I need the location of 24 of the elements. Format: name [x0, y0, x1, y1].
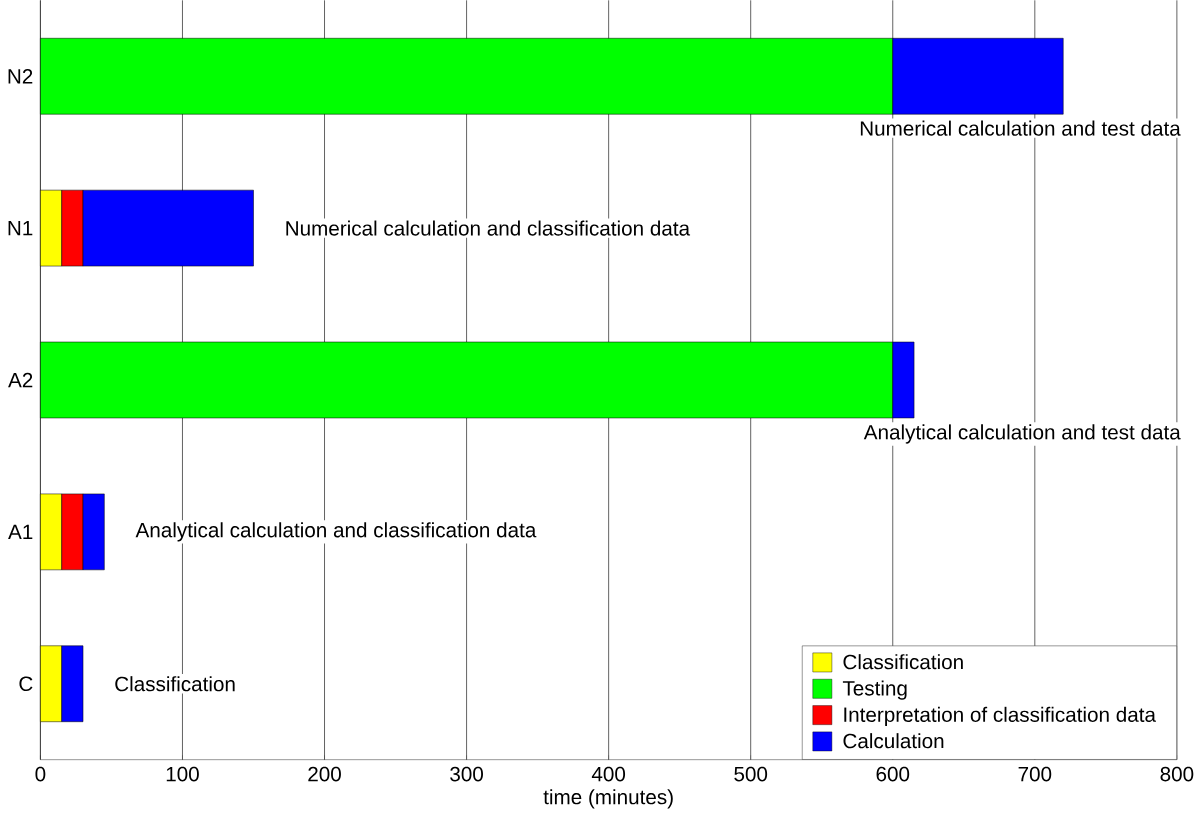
legend-label: Testing	[842, 680, 907, 700]
annotation: Numerical calculation and test data	[860, 120, 1181, 136]
legend-label: Classification	[843, 653, 963, 670]
x-tick-label: 500	[734, 766, 768, 782]
x-axis-title: time (minutes)	[543, 789, 673, 809]
annotation: Analytical calculation and test data	[863, 424, 1181, 444]
y-tick-label: N1	[8, 220, 33, 236]
x-tick-label: 600	[876, 766, 910, 782]
x-tick-label: 300	[450, 766, 483, 782]
x-tick-label: 100	[166, 766, 199, 782]
annotation: Numerical calculation and classification data	[286, 220, 691, 236]
x-tick-label: 800	[1160, 766, 1194, 782]
y-tick-label: N2	[8, 68, 33, 84]
x-tick-label: 700	[1018, 766, 1052, 782]
legend-label: Interpretation of classification data	[844, 706, 1156, 726]
x-tick-label: 200	[308, 766, 341, 782]
y-tick-label: A1	[8, 524, 33, 539]
legend-label: Calculation	[843, 732, 944, 749]
annotation: Classification	[115, 676, 235, 692]
x-tick-label: 400	[591, 766, 626, 782]
x-tick-label: 0	[35, 766, 46, 782]
annotation: Analytical calculation and classification data	[135, 522, 537, 542]
y-tick-label: C	[19, 676, 33, 691]
y-tick-label: A2	[8, 372, 33, 388]
